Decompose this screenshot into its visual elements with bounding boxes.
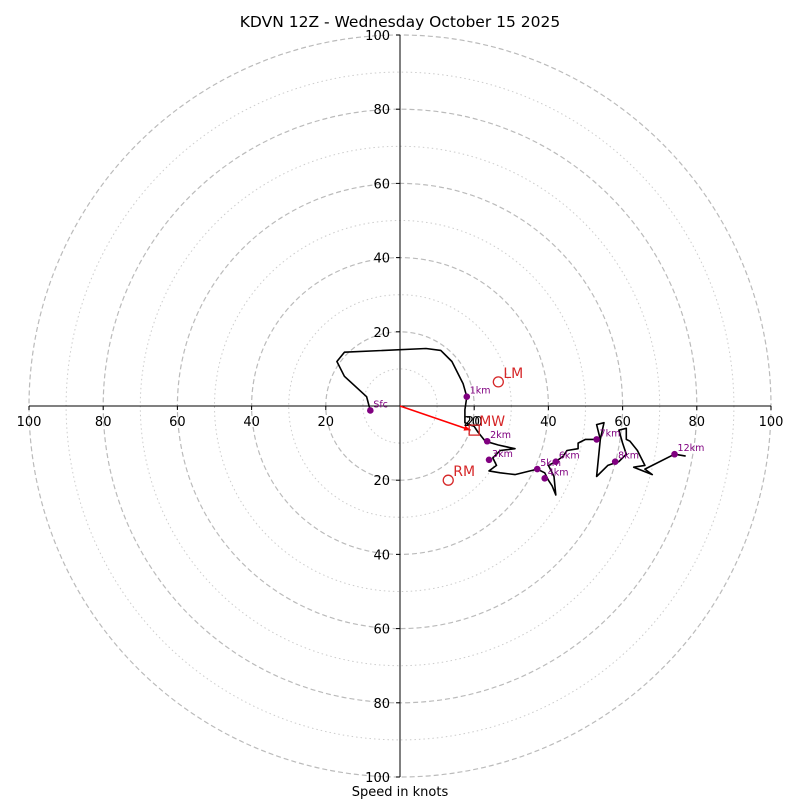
shear-vector-label: 20 xyxy=(463,415,480,430)
height-label-5km: 5km xyxy=(540,458,561,469)
storm-motion-mw-label: MW xyxy=(479,414,505,430)
y-tick-label: 100 xyxy=(365,771,390,786)
height-marker-8km xyxy=(611,458,619,465)
height-marker-6km xyxy=(552,458,560,465)
y-tick-label: 80 xyxy=(373,697,390,712)
height-label-6km: 6km xyxy=(559,451,580,462)
height-marker-5km xyxy=(533,465,541,473)
y-tick-label: 80 xyxy=(373,103,390,118)
x-tick-label: 20 xyxy=(466,415,483,430)
height-label-8km: 8km xyxy=(618,451,639,462)
y-tick-label: 40 xyxy=(373,252,390,267)
height-label-3km: 3km xyxy=(492,449,513,460)
storm-motion-lm-marker xyxy=(492,376,504,388)
height-marker-1km xyxy=(463,393,471,401)
height-label-2km: 2km xyxy=(490,430,511,441)
chart-title: KDVN 12Z - Wednesday October 15 2025 xyxy=(240,13,560,31)
y-tick-label: 40 xyxy=(373,548,390,563)
x-tick-label: 80 xyxy=(95,415,112,430)
x-tick-label: 60 xyxy=(614,415,631,430)
x-tick-label: 40 xyxy=(243,415,260,430)
height-marker-4km xyxy=(541,475,548,482)
y-tick-label: 100 xyxy=(365,29,390,44)
height-marker-sfc xyxy=(367,407,374,414)
storm-motion-rm-label: RM xyxy=(453,464,475,480)
x-tick-label: 20 xyxy=(318,415,335,430)
shear-vector xyxy=(399,405,471,431)
x-tick-label: 100 xyxy=(759,415,784,430)
y-tick-label: 20 xyxy=(373,474,390,489)
x-tick-label: 80 xyxy=(689,415,706,430)
storm-motion-rm-marker xyxy=(442,474,454,486)
height-marker-2km xyxy=(483,437,491,445)
y-tick-label: 60 xyxy=(373,623,390,638)
axes: 100 80 60 40 20 20 40 60 80 100 100 80 60 40 20 20 40 60 8… xyxy=(17,29,784,786)
height-label-12km: 12km xyxy=(678,443,705,454)
height-marker-7km xyxy=(593,436,600,443)
height-label-4km: 4km xyxy=(548,467,569,478)
height-marker-3km xyxy=(485,456,493,464)
y-tick-label: 20 xyxy=(373,326,390,341)
height-label-1km: 1km xyxy=(470,386,491,397)
height-label-7km: 7km xyxy=(600,428,621,439)
height-marker-12km xyxy=(671,450,678,458)
height-label-sfc: Sfc xyxy=(373,399,388,410)
storm-motion-mw-marker xyxy=(468,424,480,436)
x-tick-label: 60 xyxy=(169,415,186,430)
x-tick-label: 100 xyxy=(17,415,42,430)
storm-motion-markers: 20 RM LM MW xyxy=(399,366,523,486)
x-axis-label: Speed in knots xyxy=(352,785,449,800)
x-tick-label: 40 xyxy=(540,415,557,430)
storm-motion-lm-label: LM xyxy=(503,366,523,382)
y-tick-label: 60 xyxy=(373,177,390,192)
